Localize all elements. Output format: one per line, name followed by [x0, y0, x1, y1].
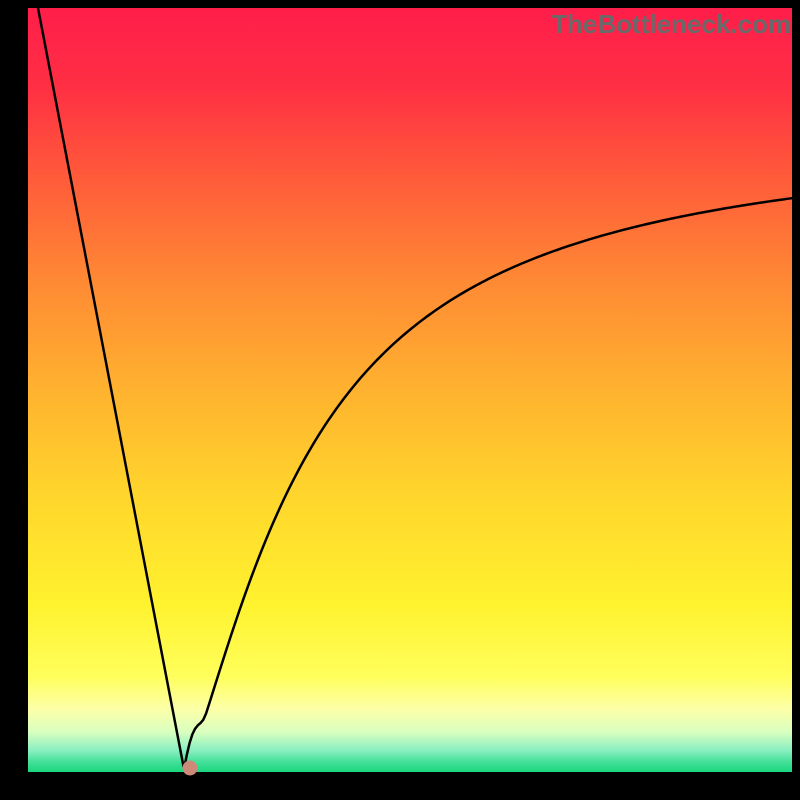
- watermark-text: TheBottleneck.com: [551, 9, 791, 40]
- optimum-marker: [183, 761, 198, 776]
- plot-area: [28, 8, 792, 772]
- chart-container: TheBottleneck.com: [0, 0, 800, 800]
